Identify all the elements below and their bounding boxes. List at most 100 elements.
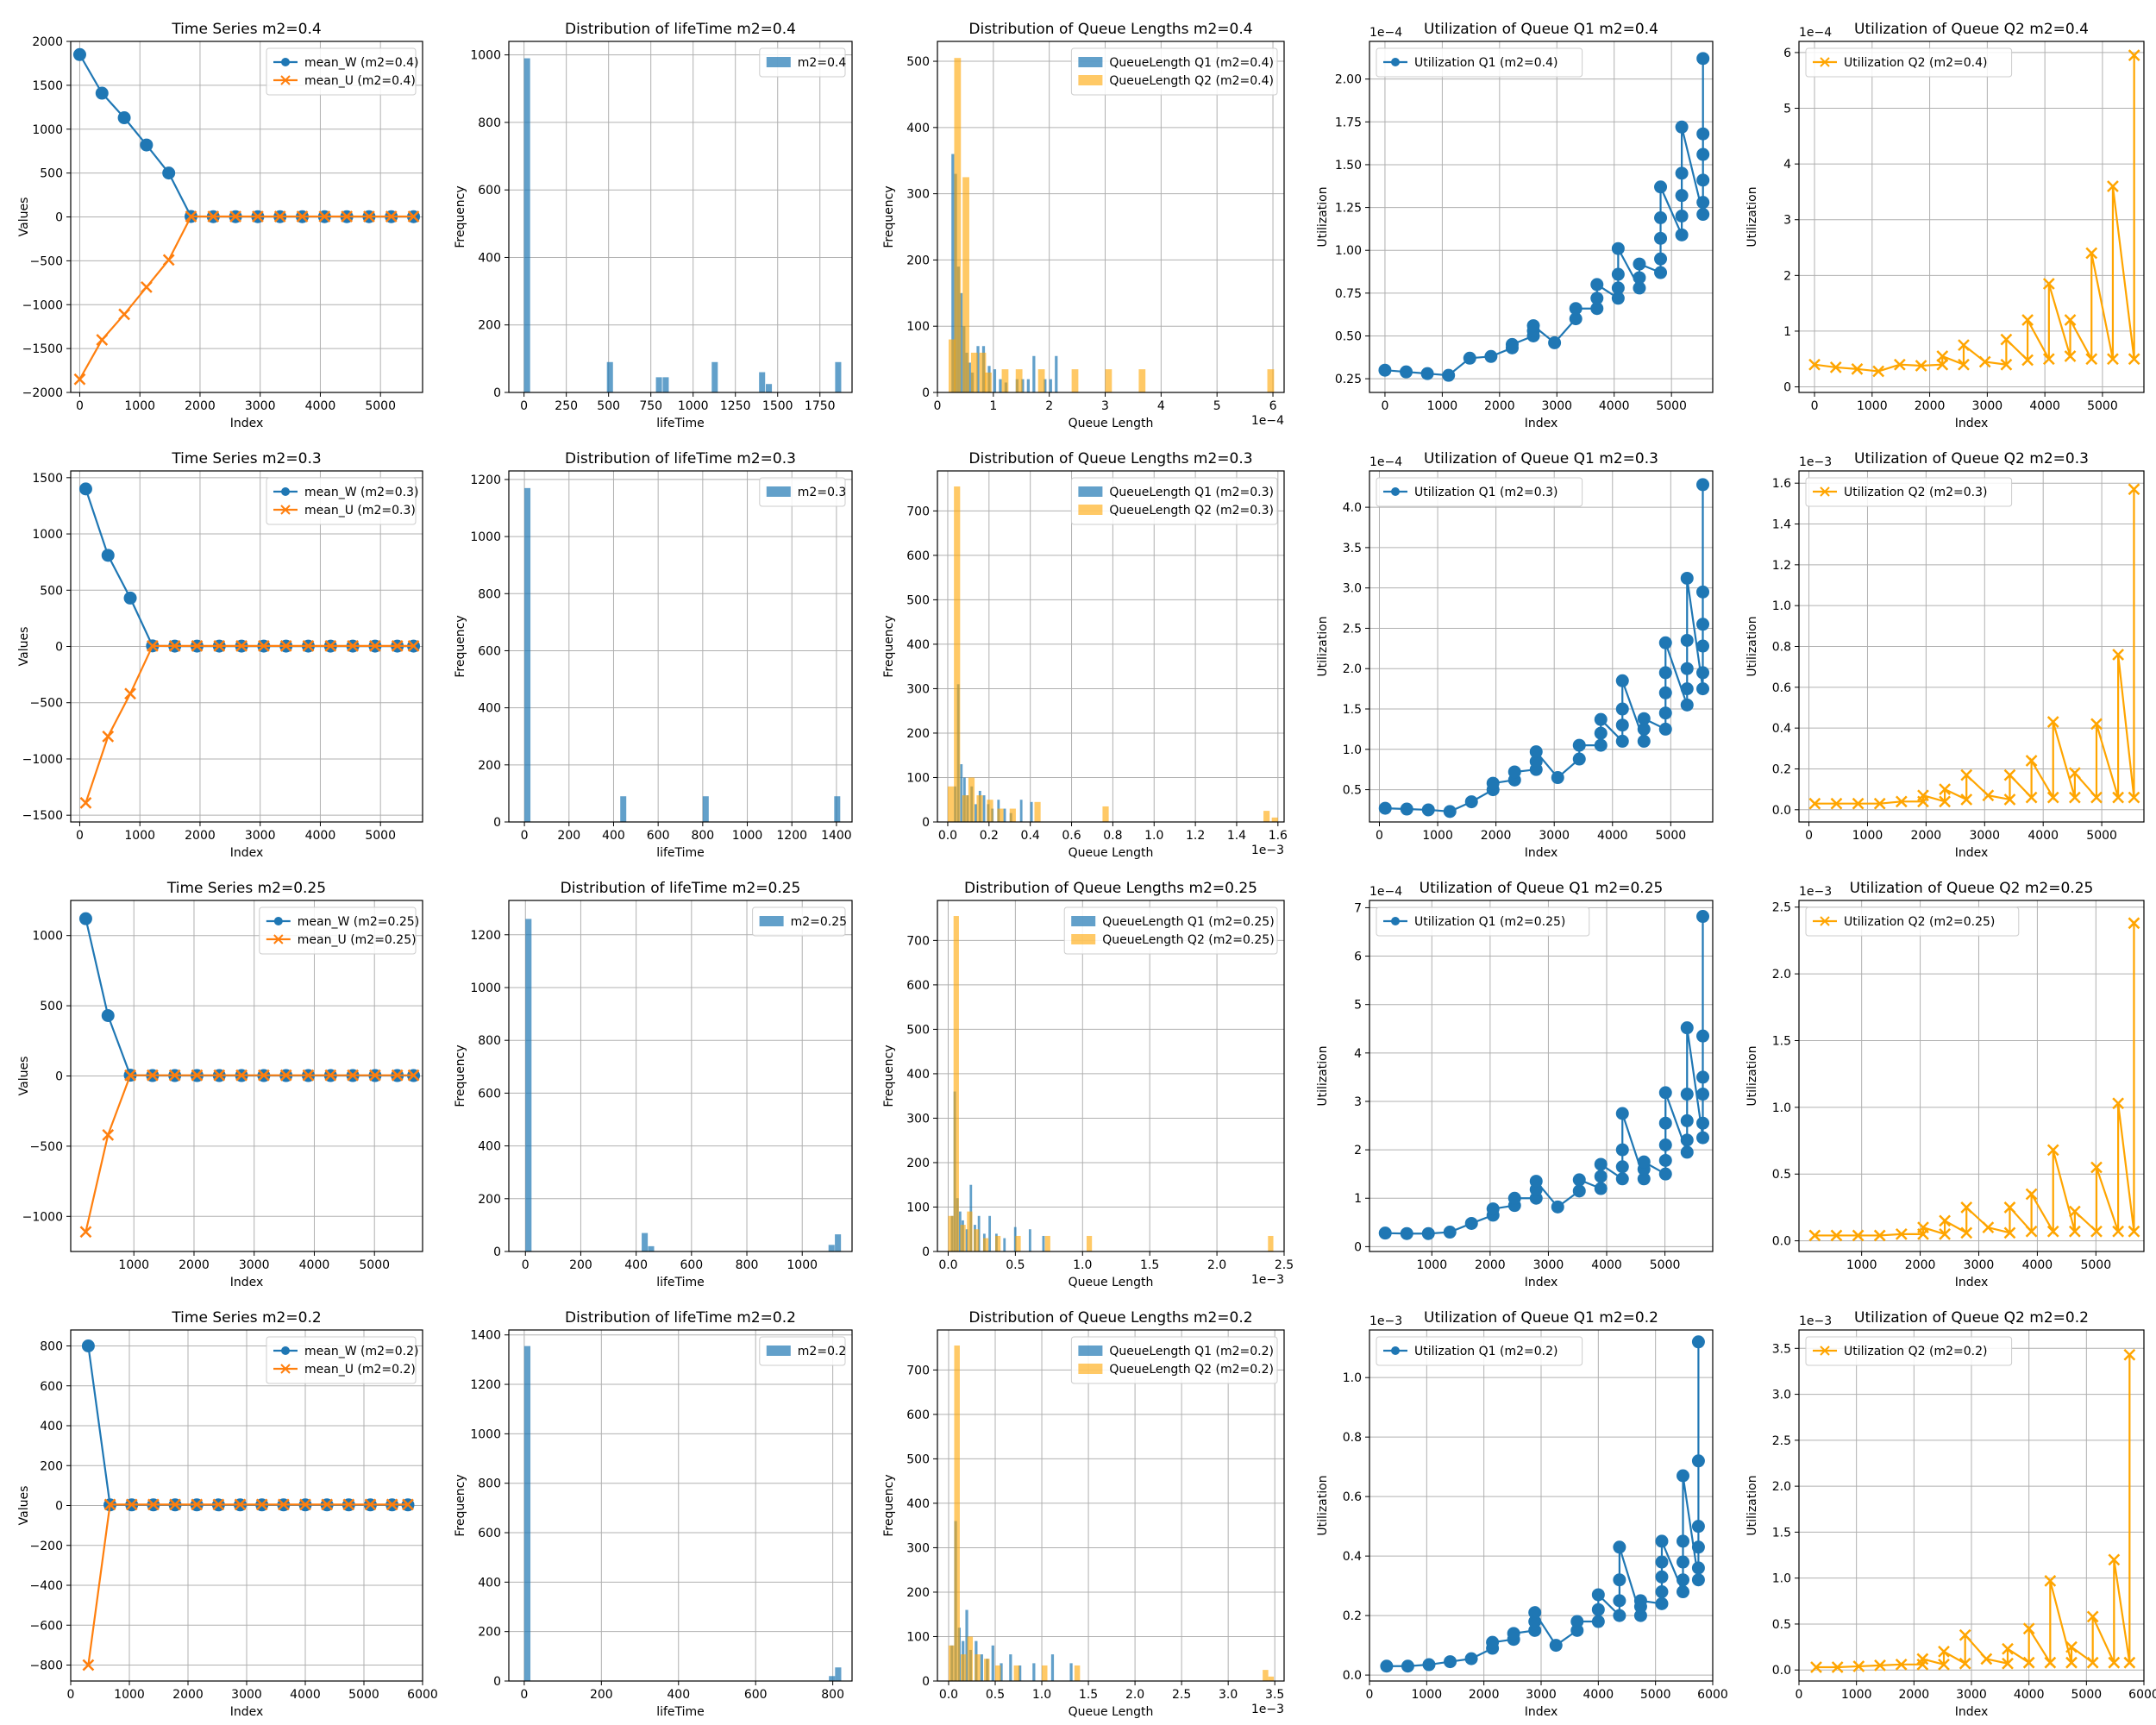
data-point	[1939, 1214, 1951, 1227]
data-point	[2046, 1144, 2059, 1157]
legend-box	[266, 477, 417, 525]
histogram-bar	[961, 1654, 967, 1681]
data-point	[1658, 636, 1672, 649]
chart-title: Distribution of lifeTime m2=0.3	[565, 450, 796, 467]
data-point	[1442, 368, 1456, 382]
data-point	[1507, 1191, 1521, 1205]
histogram-bar	[1015, 369, 1023, 392]
chart-6: 0 200 400 600 800 1000 1200 1400 0 200 400 600 800 10…	[454, 450, 853, 860]
x-axis-label: lifeTime	[656, 846, 705, 860]
y-tick-label: 2000	[32, 35, 63, 49]
x-tick-label: 6000	[1697, 1688, 1728, 1702]
y-tick-label: 400	[906, 638, 930, 652]
legend-marker	[280, 1364, 291, 1374]
y-tick-label: 0	[493, 1675, 501, 1689]
x-tick-label: 1000	[678, 399, 709, 413]
data-point	[369, 639, 381, 652]
x-tick-label: 5000	[1656, 829, 1687, 843]
data-point	[1982, 1221, 1995, 1234]
x-tick-label: 0	[1381, 399, 1388, 413]
data-point	[1569, 312, 1583, 326]
data-point	[2090, 1161, 2103, 1174]
y-tick-label: 1000	[32, 930, 63, 944]
y-tick-label: 2	[1354, 1144, 1362, 1157]
y-tick-label: 1000	[470, 1427, 501, 1441]
y-tick-label: 500	[40, 167, 63, 181]
data-point	[1960, 1201, 1973, 1214]
y-tick-label: 1000	[470, 530, 501, 544]
data-point	[1594, 726, 1608, 740]
histogram-bar	[1009, 808, 1016, 822]
histogram-bar	[1102, 806, 1109, 822]
x-tick-label: 1400	[821, 829, 852, 843]
x-tick-label: 1750	[805, 399, 836, 413]
plot-area	[81, 1339, 415, 1672]
y-tick-label: −500	[30, 254, 63, 268]
data-point	[2112, 791, 2125, 804]
data-point	[1594, 1182, 1608, 1195]
histogram-bar	[1044, 1235, 1050, 1251]
histogram-bar	[1069, 1663, 1073, 1681]
grid	[509, 900, 852, 1252]
data-point	[1528, 1623, 1542, 1637]
data-point	[2086, 1656, 2099, 1669]
histogram-bar	[1055, 355, 1058, 392]
y-tick-label: 400	[906, 122, 930, 135]
data-point	[1851, 362, 1864, 375]
axes-frame	[937, 41, 1285, 393]
y-tick-label: 600	[478, 184, 501, 198]
histogram-bar	[995, 1665, 1001, 1681]
data-point	[1916, 1653, 1929, 1665]
grid	[1799, 41, 2144, 392]
y-exponent: 1e−3	[1799, 455, 1832, 469]
x-tick-label: 800	[691, 829, 714, 843]
chart-title: Distribution of lifeTime m2=0.4	[565, 21, 796, 38]
histogram-bar	[702, 796, 709, 822]
chart-12: 0.0 0.5 1.0 1.5 2.0 2.5 0 100 200 300 400 500 600 700…	[882, 880, 1294, 1289]
x-tick-label: 0	[76, 829, 84, 843]
data-point	[1637, 712, 1651, 725]
data-point	[1486, 1635, 1500, 1649]
y-tick-label: 2.0	[1772, 968, 1791, 982]
histogram-bar	[979, 352, 987, 392]
y-tick-label: 200	[478, 759, 501, 773]
x-tick-label: 3.0	[1219, 1688, 1238, 1702]
data-point	[118, 308, 130, 321]
axes-frame	[937, 900, 1285, 1252]
plot-area	[523, 1346, 842, 1681]
data-point	[2123, 1656, 2136, 1669]
y-tick-label: 500	[40, 584, 63, 598]
legend-label: Utilization Q2 (m2=0.2)	[1844, 1345, 1987, 1358]
histogram-bar	[1013, 1226, 1017, 1251]
data-point	[2068, 767, 2081, 780]
data-point	[1590, 278, 1604, 292]
legend: QueueLength Q1 (m2=0.4) QueueLength Q2 (m…	[1070, 47, 1278, 96]
data-point	[146, 639, 159, 652]
data-point	[391, 1069, 404, 1082]
legend-label: m2=0.3	[798, 486, 847, 499]
y-tick-label: 200	[906, 254, 930, 267]
y-tick-label: 500	[906, 55, 930, 69]
chart-title: Utilization of Queue Q1 m2=0.3	[1424, 450, 1658, 467]
histogram-bar	[999, 379, 1002, 392]
y-axis-label: Utilization	[1316, 1045, 1330, 1106]
y-tick-label: 800	[40, 1340, 63, 1354]
axes-frame	[508, 41, 853, 393]
data-point	[95, 86, 109, 100]
x-tick-label: 2000	[1899, 1688, 1930, 1702]
series-line	[1814, 55, 2135, 373]
legend: mean_W (m2=0.25) mean_U (m2=0.25)	[259, 906, 419, 955]
data-point	[299, 1498, 311, 1511]
legend-label: Utilization Q1 (m2=0.3)	[1414, 486, 1557, 499]
data-point	[1655, 1570, 1669, 1584]
legend-marker	[281, 487, 290, 496]
chart-1: 0 250 500 750 1000 1250 1500 1750 0 200 400 600 800 1…	[454, 21, 853, 430]
chart-4: 0 1000 2000 3000 4000 5000 0 1 2 3 4 5 6 1e−4 Utilizat…	[1745, 21, 2145, 430]
histogram-bar	[993, 369, 997, 392]
series-line	[1814, 489, 2135, 805]
data-point	[1696, 1029, 1710, 1043]
y-exponent: 1e−4	[1369, 26, 1402, 40]
x-tick-label: 1000	[1841, 1688, 1872, 1702]
data-point	[1654, 231, 1668, 245]
data-point	[78, 482, 92, 496]
